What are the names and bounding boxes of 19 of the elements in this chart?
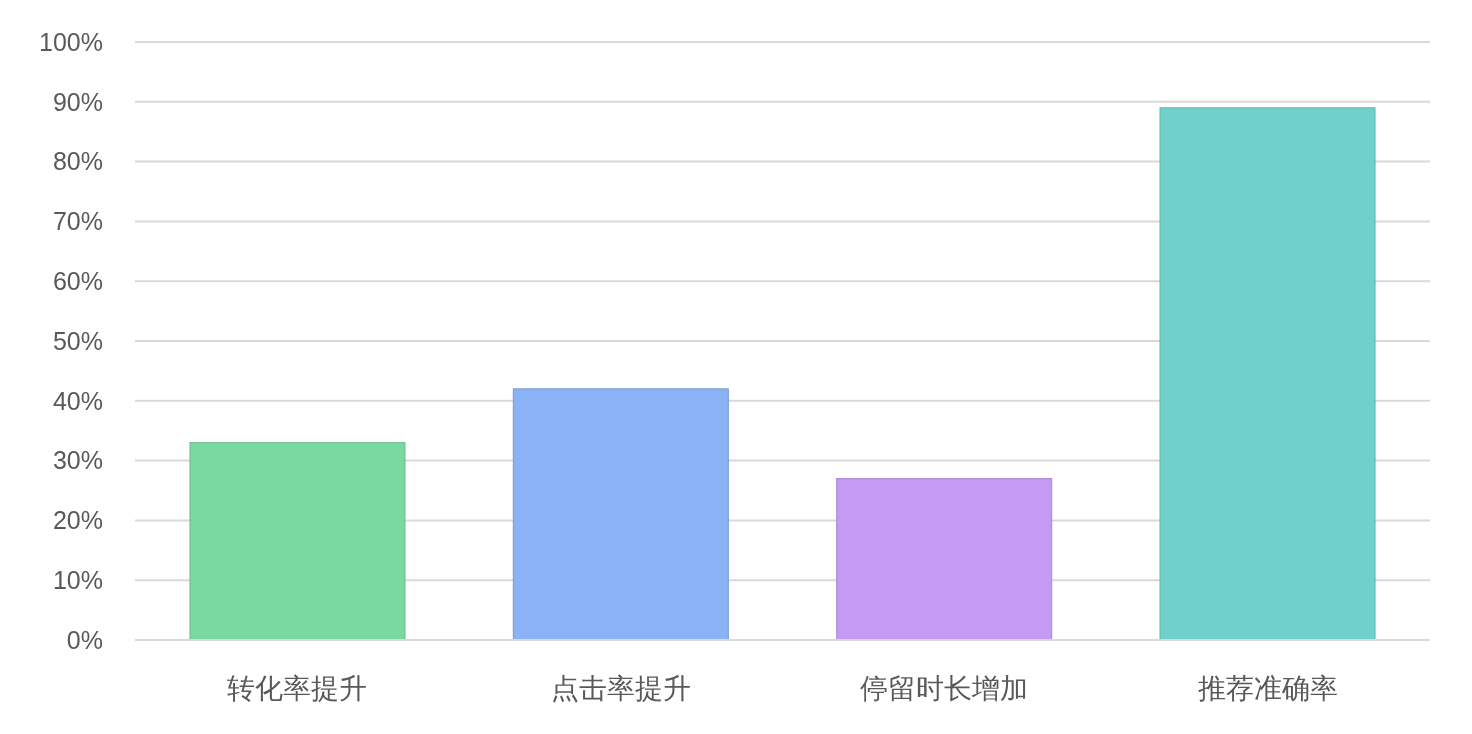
bar [836,478,1053,641]
x-tick-label: 停留时长增加 [860,672,1029,704]
y-tick-label: 20% [52,506,103,535]
y-tick-label: 0% [66,625,103,654]
y-tick-label: 80% [52,147,103,176]
y-tick-label: 40% [52,386,103,415]
x-tick-label: 转化率提升 [227,672,368,704]
x-tick-label: 点击率提升 [550,672,691,704]
y-tick-label: 100% [39,27,103,56]
y-tick-label: 60% [52,266,103,295]
bar [189,442,406,641]
bar [512,388,729,641]
y-tick-label: 10% [52,565,103,594]
y-tick-label: 50% [52,326,103,355]
x-tick-label: 推荐准确率 [1197,672,1338,704]
y-tick-label: 90% [52,87,103,116]
y-tick-label: 70% [52,207,103,236]
y-tick-label: 30% [52,446,103,475]
bar [1159,107,1376,641]
